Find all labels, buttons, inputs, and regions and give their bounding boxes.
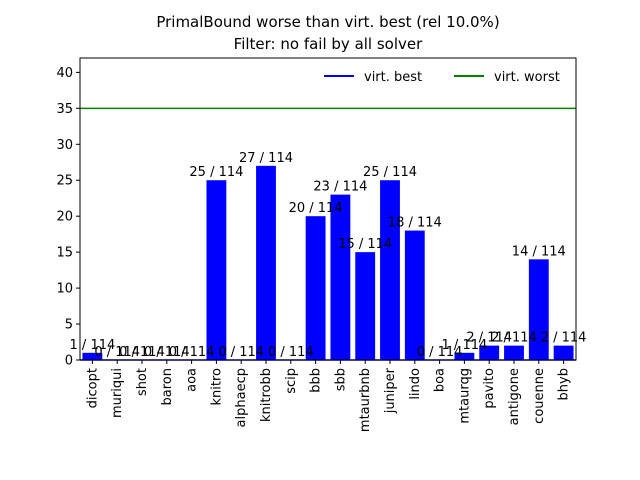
x-tick-label-baron: baron <box>160 368 175 405</box>
reference-lines-group <box>80 107 576 361</box>
bar-knitro <box>206 180 227 360</box>
chart-title-line2: Filter: no fail by all solver <box>234 35 423 53</box>
y-tick-label-35: 35 <box>56 102 73 117</box>
bar-pavito <box>479 345 500 360</box>
y-tick-label-20: 20 <box>56 210 73 225</box>
x-tick-label-knitro: knitro <box>209 368 224 406</box>
x-tick-label-muriqui: muriqui <box>110 368 125 418</box>
y-axis: 0 5 10 15 20 25 30 35 40 <box>56 66 80 369</box>
x-tick-label-mtaurqg: mtaurqg <box>457 368 472 424</box>
bar-couenne <box>528 259 549 360</box>
data-label-lindo: 18 / 114 <box>388 216 442 231</box>
legend-label-virt-worst: virt. worst <box>494 70 560 85</box>
y-tick-label-40: 40 <box>56 66 73 81</box>
bar-bhyb <box>553 345 574 360</box>
x-tick-label-dicopt: dicopt <box>85 368 100 408</box>
data-label-couenne: 14 / 114 <box>512 244 566 259</box>
data-label-baron: 0 / 114 <box>144 345 190 360</box>
x-tick-label-mtaurbnb: mtaurbnb <box>358 368 373 432</box>
y-tick-label-10: 10 <box>56 282 73 297</box>
chart-title-line1: PrimalBound worse than virt. best (rel 1… <box>156 13 499 31</box>
x-tick-label-shot: shot <box>135 368 150 396</box>
bars-group <box>82 165 574 360</box>
bar-mtaurqg <box>454 352 475 360</box>
data-label-shot: 0 / 114 <box>119 345 165 360</box>
data-label-alphaecp: 0 / 114 <box>218 345 264 360</box>
x-tick-label-couenne: couenne <box>532 368 547 424</box>
y-tick-label-15: 15 <box>56 246 73 261</box>
data-label-aoa: 0 / 114 <box>169 345 215 360</box>
x-tick-label-bhyb: bhyb <box>557 368 572 400</box>
bar-knitrobb <box>256 165 276 360</box>
data-label-boa: 0 / 114 <box>417 345 463 360</box>
x-tick-label-pavito: pavito <box>482 368 497 409</box>
bar-antigone <box>504 345 524 360</box>
x-tick-label-juniper: juniper <box>383 367 398 414</box>
data-label-knitrobb: 27 / 114 <box>239 151 293 166</box>
x-tick-label-knitrobb: knitrobb <box>259 368 274 422</box>
bar-mtaurbnb <box>355 252 376 360</box>
data-label-sbb: 23 / 114 <box>313 180 367 195</box>
x-tick-label-lindo: lindo <box>408 368 423 400</box>
x-tick-label-alphaecp: alphaecp <box>234 368 249 427</box>
data-label-pavito: 2 / 114 <box>466 331 512 346</box>
bar-lindo <box>404 230 425 360</box>
legend: virt. best virt. worst <box>324 70 560 85</box>
bar-juniper <box>380 180 400 360</box>
x-tick-label-antigone: antigone <box>507 368 522 425</box>
x-tick-label-sbb: sbb <box>333 368 348 391</box>
data-label-bbb: 20 / 114 <box>289 201 343 216</box>
data-label-mtaurbnb: 15 / 114 <box>338 237 392 252</box>
y-tick-label-5: 5 <box>65 318 73 333</box>
y-tick-label-30: 30 <box>56 138 73 153</box>
data-label-antigone: 2 / 114 <box>491 331 537 346</box>
data-label-dicopt: 1 / 114 <box>70 338 116 353</box>
x-tick-label-scip: scip <box>284 368 299 394</box>
plot-frame <box>79 57 577 361</box>
x-tick-label-aoa: aoa <box>185 368 200 392</box>
x-tick-label-bbb: bbb <box>309 368 324 393</box>
y-tick-label-0: 0 <box>65 354 73 369</box>
bar-sbb <box>330 194 351 360</box>
data-label-knitro: 25 / 114 <box>189 165 243 180</box>
data-label-muriqui: 0 / 114 <box>94 345 140 360</box>
bar-dicopt <box>82 352 103 360</box>
x-tick-label-boa: boa <box>433 368 448 392</box>
data-label-juniper: 25 / 114 <box>363 165 417 180</box>
bar-bbb <box>305 216 326 360</box>
y-tick-label-25: 25 <box>56 174 73 189</box>
x-axis: dicopt muriqui shot baron aoa knitro alphaecp k… <box>85 360 572 432</box>
data-label-scip: 0 / 114 <box>268 345 314 360</box>
data-label-bhyb: 2 / 114 <box>541 331 587 346</box>
legend-label-virt-best: virt. best <box>364 70 422 85</box>
data-label-mtaurqg: 1 / 114 <box>442 338 488 353</box>
